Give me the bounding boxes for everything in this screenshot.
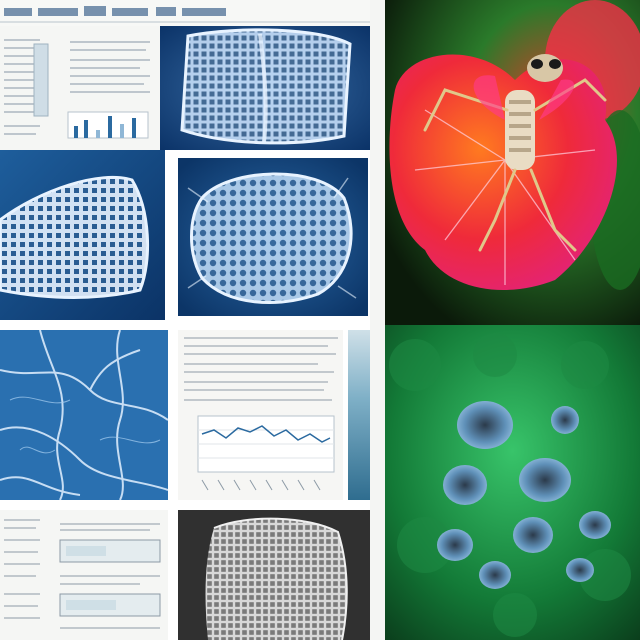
mini-line-chart (197, 415, 335, 491)
header-strip (0, 0, 385, 26)
document-page (184, 337, 338, 491)
specimen-image (178, 510, 370, 640)
mini-table (59, 523, 161, 629)
specimen-image (160, 26, 370, 150)
document-page (4, 39, 150, 139)
specimen-image (0, 330, 168, 500)
document-page (4, 519, 161, 629)
mini-bar-chart (67, 111, 149, 139)
doc-top-left (0, 26, 160, 150)
grey-mesh (178, 510, 370, 640)
cyanotype-mesh-center (178, 158, 368, 316)
cyanotype-veins (0, 330, 168, 500)
gradient-strip (348, 330, 370, 500)
insect (423, 54, 607, 252)
divider (370, 0, 385, 640)
cyanotype-mesh-top (160, 26, 370, 150)
cyanotype-mesh-left (0, 150, 165, 320)
flower-image (385, 0, 640, 325)
green-cells (385, 325, 640, 640)
specimen-image (178, 158, 368, 316)
header-scribble (0, 6, 385, 23)
doc-line-chart (178, 330, 343, 500)
flower-insect (385, 0, 640, 325)
doc-bottom-left (0, 510, 168, 640)
specimen-image (0, 150, 165, 320)
micrograph-image (385, 325, 640, 640)
